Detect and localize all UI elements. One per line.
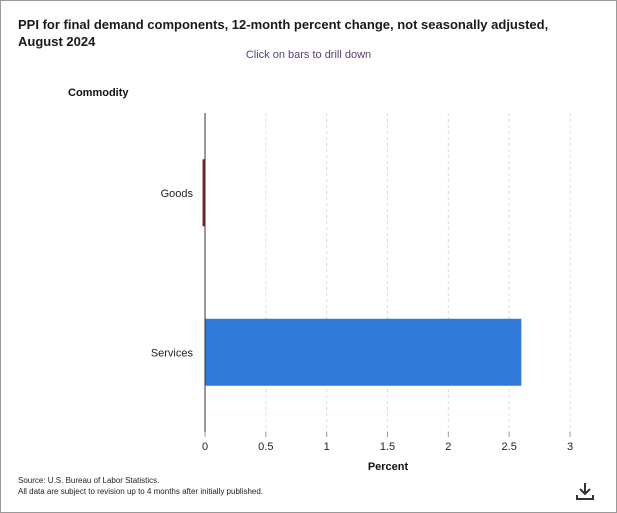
bar-goods[interactable] [202,159,205,227]
x-tick-label: 0.5 [258,441,273,453]
revision-note: All data are subject to revision up to 4… [18,487,264,496]
footer: Source: U.S. Bureau of Labor Statistics.… [18,475,263,497]
x-tick-label: 1.5 [380,441,395,453]
x-tick-label: 0 [202,441,208,453]
category-labels: Goods Services [151,188,194,360]
bar-chart: Commodity Goods Services 0 0.5 1 1.5 2 2.5 3 Pe… [68,87,573,471]
x-tick-label: 2 [445,441,451,453]
source-note: Source: U.S. Bureau of Labor Statistics. [18,476,160,485]
chart-title: PPI for final demand components, 12-mont… [18,17,549,49]
bars [202,159,522,386]
download-icon[interactable] [574,480,596,502]
category-label-goods: Goods [161,188,194,200]
x-axis-title: Percent [368,461,409,471]
category-label-services: Services [151,347,194,359]
x-tick-label: 2.5 [502,441,517,453]
x-tick-label: 3 [567,441,573,453]
y-axis-title: Commodity [68,87,129,99]
drill-down-hint[interactable]: Click on bars to drill down [245,49,372,61]
x-tick-label: 1 [324,441,330,453]
bar-services[interactable] [205,318,522,386]
x-tick-labels: 0 0.5 1 1.5 2 2.5 3 [202,432,573,453]
